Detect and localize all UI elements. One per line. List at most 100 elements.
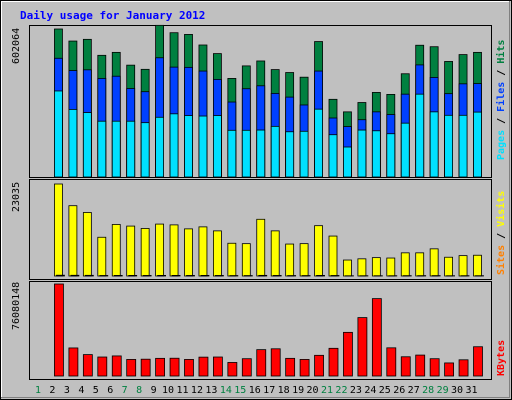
bar-pages-24 bbox=[371, 130, 381, 178]
bar-pages-15 bbox=[241, 129, 251, 178]
bar-visits-2 bbox=[54, 183, 63, 277]
bar-kbytes-6 bbox=[111, 355, 122, 377]
bar-visits-21 bbox=[328, 235, 338, 277]
bar-kbytes-11 bbox=[184, 359, 194, 377]
bar-sites-17 bbox=[272, 275, 282, 277]
day-labels: 1 2 3 4 5 6 7 8 9 10 11 12 13 14 15 16 17 18 19 20 21 22 23 24 2… bbox=[35, 385, 478, 396]
day-label-8: 8 bbox=[136, 385, 142, 396]
bar-visits-12 bbox=[198, 226, 208, 277]
day-label-27: 27 bbox=[408, 385, 420, 396]
bar-kbytes-5 bbox=[97, 356, 108, 377]
legend-hits: Hits bbox=[495, 40, 507, 64]
bar-sites-2 bbox=[56, 274, 65, 277]
bar-pages-25 bbox=[386, 133, 396, 178]
bar-visits-24 bbox=[371, 257, 381, 277]
bar-kbytes-9 bbox=[155, 357, 166, 377]
day-label-1: 1 bbox=[35, 385, 41, 396]
bar-pages-7 bbox=[126, 120, 136, 178]
bar-pages-30 bbox=[458, 114, 468, 178]
bar-pages-22 bbox=[343, 146, 352, 178]
day-label-12: 12 bbox=[191, 385, 203, 396]
bar-kbytes-20 bbox=[314, 354, 324, 377]
day-label-3: 3 bbox=[64, 385, 70, 396]
bar-visits-18 bbox=[285, 243, 295, 277]
top-max-label: 602064 bbox=[11, 28, 22, 64]
bar-visits-15 bbox=[241, 243, 251, 277]
day-label-6: 6 bbox=[107, 385, 113, 396]
bar-pages-19 bbox=[299, 130, 309, 178]
chart-title: Daily usage for January 2012 bbox=[20, 9, 205, 22]
bar-kbytes-8 bbox=[140, 358, 151, 377]
bar-visits-11 bbox=[184, 228, 193, 277]
bar-kbytes-3 bbox=[68, 347, 79, 377]
bar-kbytes-15 bbox=[241, 358, 252, 377]
bar-sites-10 bbox=[171, 275, 181, 277]
bar-sites-3 bbox=[70, 274, 80, 277]
bar-visits-26 bbox=[400, 252, 410, 277]
legend-bottom: KBytes bbox=[496, 340, 507, 376]
bar-pages-11 bbox=[184, 115, 193, 178]
bar-visits-5 bbox=[97, 236, 107, 277]
day-label-29: 29 bbox=[437, 385, 449, 396]
bar-kbytes-30 bbox=[458, 359, 469, 377]
bar-kbytes-24 bbox=[371, 298, 382, 377]
middle-max-label: 23035 bbox=[11, 182, 22, 212]
bar-pages-16 bbox=[256, 129, 266, 178]
bar-pages-28 bbox=[429, 111, 439, 178]
day-label-7: 7 bbox=[122, 385, 128, 396]
bar-kbytes-26 bbox=[400, 356, 411, 377]
bar-visits-22 bbox=[343, 259, 352, 277]
day-label-20: 20 bbox=[307, 385, 319, 396]
bar-visits-8 bbox=[140, 228, 150, 277]
legend-middle: Sites / Visits bbox=[495, 191, 507, 275]
bar-sites-12 bbox=[200, 275, 210, 277]
bar-visits-16 bbox=[256, 218, 266, 277]
day-label-10: 10 bbox=[162, 385, 174, 396]
bar-pages-27 bbox=[415, 93, 425, 178]
bar-sites-7 bbox=[128, 275, 138, 277]
bar-pages-29 bbox=[444, 114, 454, 178]
svg-text:Sites / Visits: Sites / Visits bbox=[495, 191, 507, 275]
bar-sites-20 bbox=[316, 275, 325, 277]
bar-sites-8 bbox=[142, 275, 152, 277]
day-label-26: 26 bbox=[393, 385, 405, 396]
bar-visits-4 bbox=[82, 212, 92, 277]
day-label-11: 11 bbox=[176, 385, 188, 396]
bar-kbytes-4 bbox=[82, 354, 93, 377]
bar-pages-26 bbox=[400, 122, 410, 178]
day-label-15: 15 bbox=[234, 385, 246, 396]
day-label-23: 23 bbox=[350, 385, 362, 396]
day-label-19: 19 bbox=[292, 385, 304, 396]
bar-sites-4 bbox=[84, 274, 94, 277]
bars-middle bbox=[54, 183, 484, 277]
day-label-24: 24 bbox=[364, 385, 376, 396]
bar-pages-13 bbox=[212, 115, 222, 178]
bar-kbytes-16 bbox=[256, 349, 267, 377]
svg-text:KBytes: KBytes bbox=[496, 340, 507, 376]
bottom-max-label: 76080148 bbox=[11, 282, 22, 330]
legend-visits: Visits bbox=[495, 191, 507, 227]
bar-visits-17 bbox=[270, 230, 280, 277]
bar-pages-12 bbox=[198, 115, 208, 178]
bar-kbytes-19 bbox=[299, 359, 310, 377]
bar-sites-6 bbox=[113, 275, 123, 277]
bar-visits-20 bbox=[314, 225, 323, 277]
bar-pages-4 bbox=[82, 112, 92, 178]
legend-top: Pages / Files / Hits bbox=[495, 40, 507, 160]
bar-pages-10 bbox=[169, 113, 179, 178]
bar-visits-13 bbox=[212, 230, 222, 277]
day-label-13: 13 bbox=[205, 385, 217, 396]
bar-visits-23 bbox=[357, 258, 367, 277]
bar-visits-10 bbox=[169, 224, 179, 277]
day-label-18: 18 bbox=[278, 385, 290, 396]
day-label-16: 16 bbox=[249, 385, 261, 396]
day-label-22: 22 bbox=[335, 385, 347, 396]
bar-visits-27 bbox=[415, 252, 425, 277]
day-label-9: 9 bbox=[151, 385, 157, 396]
bar-kbytes-2 bbox=[54, 283, 64, 377]
bar-pages-17 bbox=[270, 125, 280, 178]
bar-visits-31 bbox=[473, 254, 482, 277]
bar-kbytes-29 bbox=[444, 362, 455, 377]
